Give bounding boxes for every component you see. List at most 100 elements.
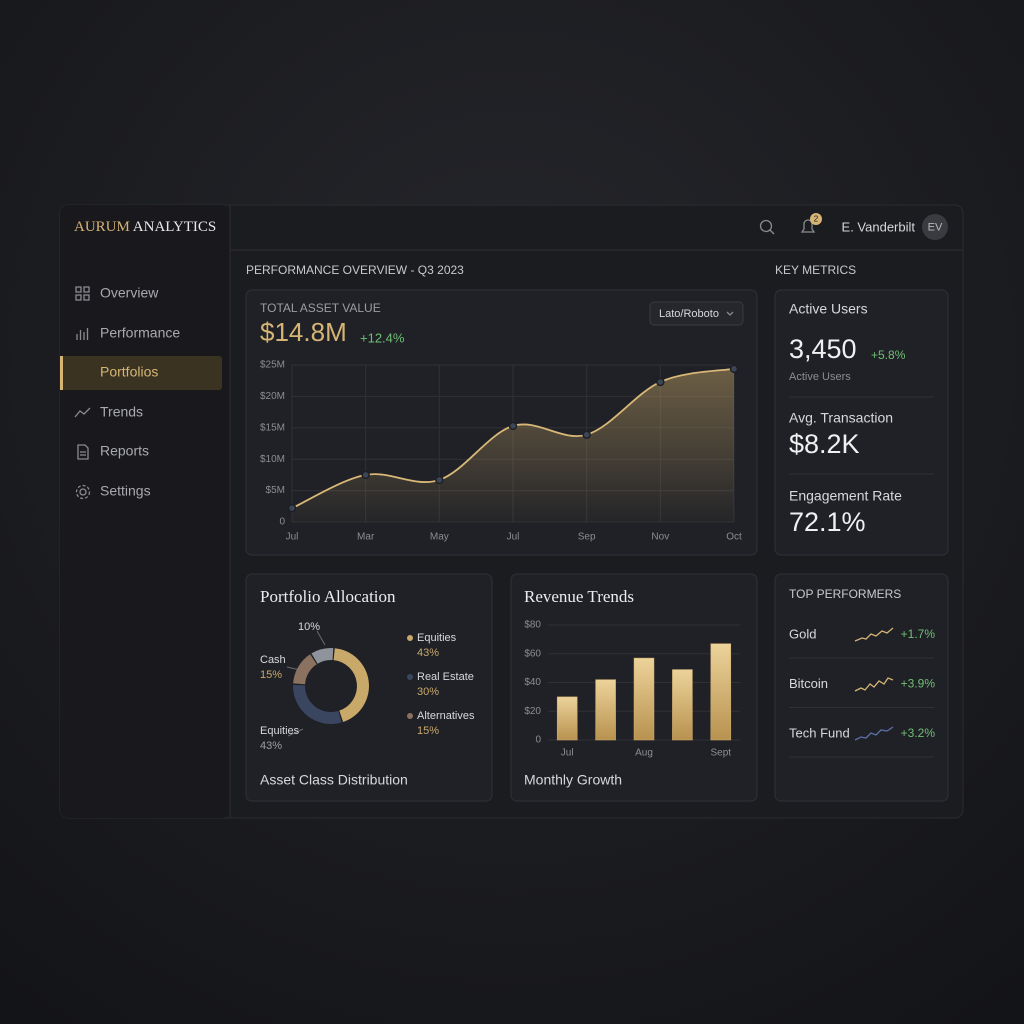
donut-slice bbox=[333, 648, 369, 723]
donut-slice bbox=[311, 648, 334, 664]
point bbox=[435, 475, 444, 485]
donut-slice bbox=[293, 654, 317, 685]
performer-name: Bitcoin bbox=[789, 676, 828, 691]
user-name[interactable]: E. Vanderbilt bbox=[842, 219, 916, 234]
point bbox=[287, 503, 297, 513]
sparkline bbox=[854, 627, 894, 642]
avatar-initials: EV bbox=[928, 221, 943, 233]
x-tick-label: Oct bbox=[726, 532, 742, 543]
y-tick-label: $25M bbox=[260, 360, 285, 371]
bell-icon bbox=[800, 219, 816, 233]
notifications-button[interactable]: 2 bbox=[800, 213, 822, 233]
performer-change: +3.2% bbox=[901, 726, 936, 740]
y-tick-label: $10M bbox=[260, 454, 285, 465]
card-title: TOP PERFORMERS bbox=[789, 587, 901, 601]
callout-label: 10% bbox=[298, 621, 320, 633]
nav-icon bbox=[74, 407, 91, 418]
x-tick-label: Sep bbox=[578, 532, 596, 543]
metrics-card bbox=[774, 289, 949, 556]
x-tick-label: Jul bbox=[286, 532, 299, 543]
area bbox=[292, 368, 734, 522]
bar bbox=[595, 679, 616, 741]
metric-value: 3,450 bbox=[789, 334, 857, 364]
search-icon bbox=[759, 219, 773, 233]
nav-icon bbox=[79, 488, 87, 496]
y-tick-label: $15M bbox=[260, 422, 285, 433]
nav-item[interactable]: Performance bbox=[100, 325, 180, 341]
metric-value: $8.2K bbox=[789, 429, 860, 459]
avatar[interactable] bbox=[922, 214, 948, 240]
performer-change: +1.7% bbox=[901, 627, 936, 641]
legend-name: Real Estate bbox=[417, 671, 474, 683]
metric-label: Active Users bbox=[789, 301, 868, 317]
section-title: KEY METRICS bbox=[775, 263, 856, 277]
search-button[interactable] bbox=[759, 219, 775, 235]
badge-count: 2 bbox=[814, 215, 819, 224]
chart-subtitle: Monthly Growth bbox=[524, 772, 622, 788]
point bbox=[361, 470, 370, 480]
bar bbox=[556, 696, 578, 741]
chart-subtitle: Asset Class Distribution bbox=[260, 772, 408, 788]
legend-label: 43% bbox=[417, 647, 439, 659]
sparkline bbox=[854, 726, 894, 741]
y-tick-label: $20M bbox=[260, 391, 285, 402]
chart-title: Portfolio Allocation bbox=[260, 587, 396, 606]
search-icon-handle bbox=[769, 229, 775, 235]
callout-name: Equities bbox=[260, 725, 300, 737]
x-tick-label: Mar bbox=[357, 532, 375, 543]
point bbox=[729, 364, 739, 374]
nav-icon bbox=[83, 294, 90, 301]
nav-highlight bbox=[60, 356, 222, 390]
kpi-label: TOTAL ASSET VALUE bbox=[260, 301, 381, 315]
sparkline bbox=[854, 677, 894, 692]
callout-label: 43% bbox=[260, 740, 282, 752]
performer-name: Tech Fund bbox=[789, 725, 850, 740]
nav-item[interactable]: Reports bbox=[100, 443, 149, 459]
callout-label: 15% bbox=[260, 669, 282, 681]
donut-slice bbox=[292, 684, 342, 725]
x-tick-label: Aug bbox=[635, 748, 653, 759]
nav-indicator bbox=[60, 356, 63, 390]
brand-suffix: ANALYTICS bbox=[133, 219, 217, 235]
nav-item[interactable]: Portfolios bbox=[100, 364, 158, 380]
legend-label: 30% bbox=[417, 686, 439, 698]
allocation-card bbox=[245, 573, 493, 802]
nav-item[interactable]: Trends bbox=[100, 404, 143, 420]
nav-item[interactable]: Settings bbox=[100, 483, 151, 499]
y-tick-label: 0 bbox=[279, 517, 285, 528]
performer-change: +3.9% bbox=[901, 677, 936, 691]
nav-icon bbox=[75, 286, 82, 293]
y-tick-label: $20 bbox=[524, 706, 541, 717]
point bbox=[656, 377, 665, 387]
brand-name: AURUM bbox=[74, 219, 130, 235]
legend-dot bbox=[407, 635, 413, 641]
x-tick-label: May bbox=[430, 532, 449, 543]
x-tick-label: Jul bbox=[507, 532, 520, 543]
nav-icon bbox=[83, 286, 90, 293]
x-tick-label: Nov bbox=[651, 532, 669, 543]
y-tick-label: $40 bbox=[524, 677, 541, 688]
kpi-value: $14.8M bbox=[260, 317, 347, 347]
nav-icon bbox=[76, 328, 89, 340]
callout-name: Cash bbox=[260, 654, 286, 666]
legend-dot bbox=[407, 713, 413, 719]
metric-label: Engagement Rate bbox=[789, 488, 902, 504]
bar bbox=[710, 643, 732, 741]
nav-item[interactable]: Overview bbox=[100, 285, 159, 301]
point bbox=[582, 430, 591, 439]
font-select[interactable]: Lato/Roboto bbox=[649, 301, 744, 326]
section-title: PERFORMANCE OVERVIEW - Q3 2023 bbox=[246, 263, 464, 277]
x-tick-label: Jul bbox=[561, 748, 574, 759]
select-value: Lato/Roboto bbox=[659, 308, 719, 320]
select-box bbox=[649, 301, 744, 326]
chevron bbox=[726, 311, 734, 316]
y-tick-label: $60 bbox=[524, 648, 541, 659]
legend-name: Equities bbox=[417, 632, 457, 644]
metric-value: 72.1% bbox=[789, 507, 866, 537]
x-tick-label: Sept bbox=[711, 748, 732, 759]
legend-dot bbox=[407, 674, 413, 680]
y-tick-label: 0 bbox=[535, 735, 541, 746]
point bbox=[508, 421, 518, 431]
kpi-change: +12.4% bbox=[360, 330, 405, 345]
